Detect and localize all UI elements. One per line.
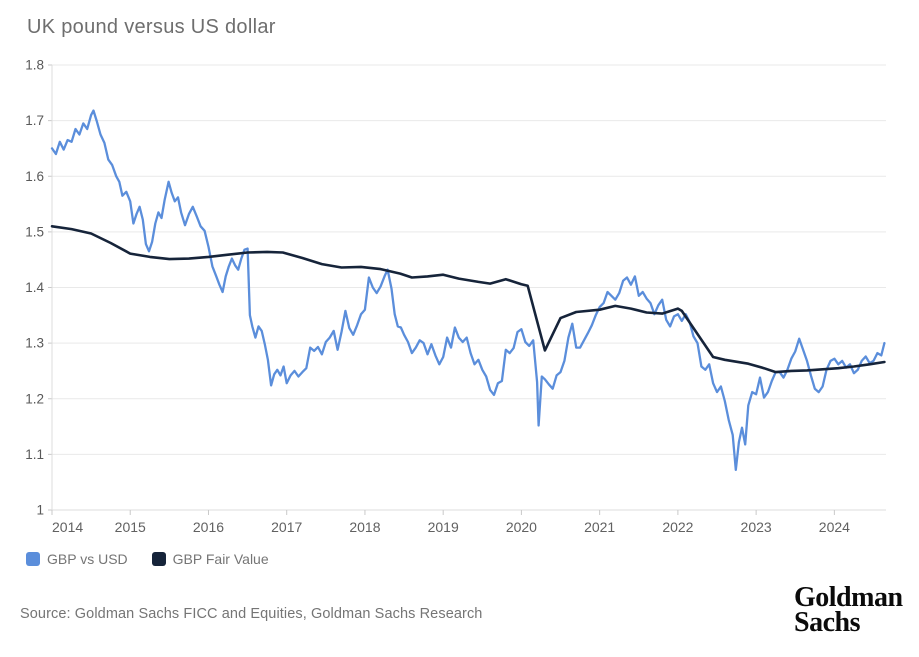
x-tick-label: 2015 (115, 519, 146, 535)
y-tick-label: 1.1 (25, 447, 44, 462)
chart-svg: 1 1.1 1.2 1.3 1.4 1.5 1.6 1.7 1.8 2014 2015 2016 201… (25, 58, 886, 535)
x-tick-label: 2022 (662, 519, 693, 535)
legend: GBP vs USD GBP Fair Value (26, 551, 269, 567)
x-tick-label: 2018 (349, 519, 380, 535)
legend-swatch-fair-value (151, 552, 166, 566)
logo-line-1: Goldman (794, 582, 903, 613)
legend-item-gbp-usd: GBP vs USD (26, 551, 128, 567)
y-tick-label: 1.5 (25, 224, 44, 239)
source-text: Source: Goldman Sachs FICC and Equities,… (20, 606, 483, 622)
series-line-1 (50, 225, 886, 374)
legend-item-fair-value: GBP Fair Value (151, 551, 269, 567)
goldman-sachs-logo: Goldman Sachs (794, 582, 903, 638)
legend-label-fair-value: GBP Fair Value (172, 551, 269, 567)
y-tick-label: 1 (36, 503, 44, 518)
x-tick-label: 2021 (584, 519, 615, 535)
x-tick-label: 2016 (193, 519, 224, 535)
y-tick-label: 1.4 (25, 280, 44, 295)
x-tick-label: 2017 (271, 519, 302, 535)
series-line-0 (50, 109, 886, 472)
y-tick-label: 1.2 (25, 391, 44, 406)
y-tick-label: 1.6 (25, 169, 44, 184)
y-tick-label: 1.8 (25, 58, 44, 73)
chart-title: UK pound versus US dollar (27, 16, 276, 38)
legend-swatch-gbp-usd (26, 552, 40, 566)
x-tick-label: 2014 (52, 519, 83, 535)
y-tick-label: 1.3 (25, 336, 44, 351)
y-tick-label: 1.7 (25, 113, 44, 128)
x-tick-label: 2020 (506, 519, 537, 535)
legend-label-gbp-usd: GBP vs USD (47, 551, 128, 567)
logo-line-2: Sachs (794, 607, 860, 638)
x-tick-label: 2024 (819, 519, 850, 535)
x-tick-label: 2019 (428, 519, 459, 535)
x-tick-label: 2023 (741, 519, 772, 535)
